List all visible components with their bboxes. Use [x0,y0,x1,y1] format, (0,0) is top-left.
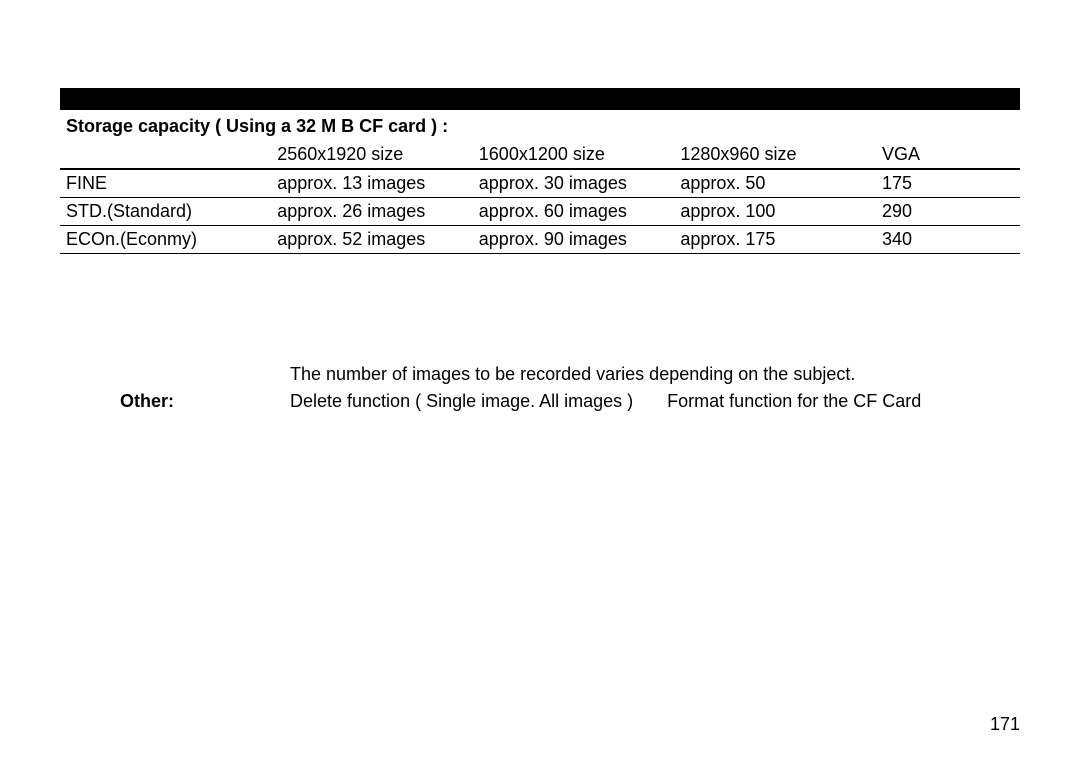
note-text: The number of images to be recorded vari… [60,364,1020,385]
table-cell: approx. 100 [674,198,876,226]
page-container: Storage capacity ( Using a 32 M B CF car… [0,0,1080,765]
table-header-row: 2560x1920 size 1600x1200 size 1280x960 s… [60,141,1020,169]
table-cell: approx. 90 images [473,226,675,254]
other-value-format: Format function for the CF Card [667,391,921,412]
storage-capacity-table: 2560x1920 size 1600x1200 size 1280x960 s… [60,141,1020,254]
table-header-cell: 2560x1920 size [271,141,473,169]
page-number: 171 [990,714,1020,735]
table-row: FINE approx. 13 images approx. 30 images… [60,169,1020,198]
table-cell: 290 [876,198,1020,226]
section-title: Storage capacity ( Using a 32 M B CF car… [60,112,1020,141]
table-cell: STD.(Standard) [60,198,271,226]
table-row: STD.(Standard) approx. 26 images approx.… [60,198,1020,226]
other-value-delete: Delete function ( Single image. All imag… [290,391,633,412]
table-cell: approx. 50 [674,169,876,198]
table-cell: approx. 60 images [473,198,675,226]
table-cell: ECOn.(Econmy) [60,226,271,254]
section-header-bar [60,88,1020,110]
other-values: Delete function ( Single image. All imag… [290,391,921,412]
table-cell: approx. 26 images [271,198,473,226]
table-header-cell: 1600x1200 size [473,141,675,169]
table-cell: approx. 13 images [271,169,473,198]
other-row: Other: Delete function ( Single image. A… [60,391,1020,412]
table-cell: approx. 30 images [473,169,675,198]
table-header-cell: VGA [876,141,1020,169]
table-header-cell: 1280x960 size [674,141,876,169]
table-cell: approx. 175 [674,226,876,254]
table-cell: 340 [876,226,1020,254]
table-cell: approx. 52 images [271,226,473,254]
table-header-cell [60,141,271,169]
other-label: Other: [120,391,290,412]
table-cell: 175 [876,169,1020,198]
table-cell: FINE [60,169,271,198]
table-row: ECOn.(Econmy) approx. 52 images approx. … [60,226,1020,254]
